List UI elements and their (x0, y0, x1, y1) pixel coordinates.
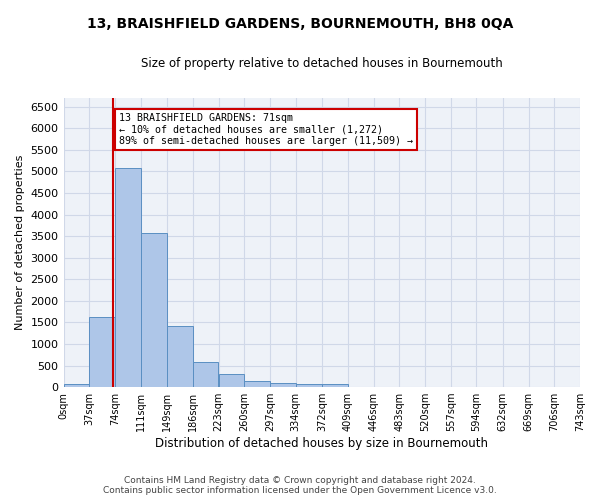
Text: Contains HM Land Registry data © Crown copyright and database right 2024.
Contai: Contains HM Land Registry data © Crown c… (103, 476, 497, 495)
Bar (167, 326, 193, 387)
Bar (193, 362, 218, 387)
Bar (89, 317, 115, 387)
X-axis label: Distribution of detached houses by size in Bournemouth: Distribution of detached houses by size … (155, 437, 488, 450)
Title: Size of property relative to detached houses in Bournemouth: Size of property relative to detached ho… (141, 58, 503, 70)
Text: 13, BRAISHFIELD GARDENS, BOURNEMOUTH, BH8 0QA: 13, BRAISHFIELD GARDENS, BOURNEMOUTH, BH… (87, 18, 513, 32)
Bar (296, 384, 322, 387)
Bar (270, 383, 296, 387)
Bar (322, 384, 347, 387)
Y-axis label: Number of detached properties: Number of detached properties (15, 155, 25, 330)
Bar (115, 168, 140, 387)
Bar (244, 381, 270, 387)
Bar (64, 384, 89, 387)
Bar (141, 232, 167, 387)
Text: 13 BRAISHFIELD GARDENS: 71sqm
← 10% of detached houses are smaller (1,272)
89% o: 13 BRAISHFIELD GARDENS: 71sqm ← 10% of d… (119, 113, 413, 146)
Bar (219, 374, 244, 387)
